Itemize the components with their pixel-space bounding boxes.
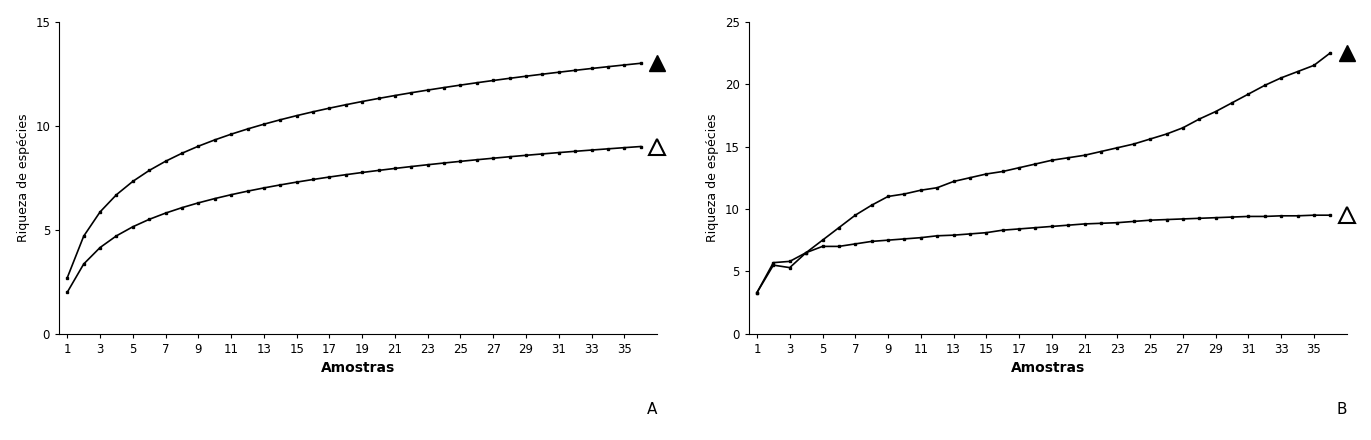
Text: A: A xyxy=(647,403,657,418)
Y-axis label: Riqueza de espécies: Riqueza de espécies xyxy=(706,114,720,242)
Text: B: B xyxy=(1337,403,1346,418)
X-axis label: Amostras: Amostras xyxy=(321,361,395,375)
Y-axis label: Riqueza de espécies: Riqueza de espécies xyxy=(16,114,30,242)
X-axis label: Amostras: Amostras xyxy=(1010,361,1084,375)
